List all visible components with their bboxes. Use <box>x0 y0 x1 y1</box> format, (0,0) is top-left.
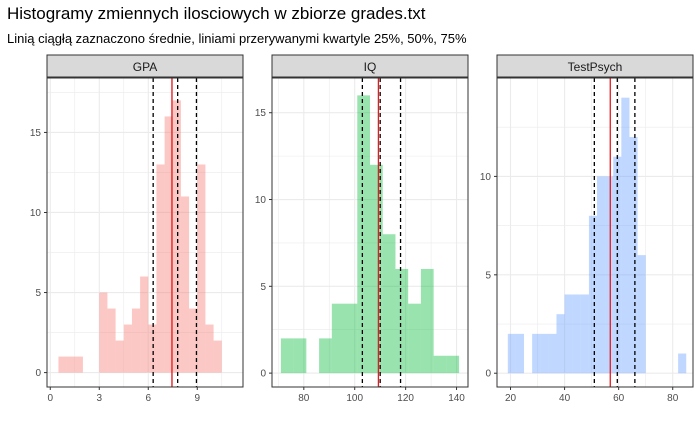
panel-background <box>497 78 693 387</box>
histogram-bar <box>172 100 181 373</box>
chart-title: Histogramy zmiennych ilosciowych w zbior… <box>7 4 426 23</box>
histogram-bar <box>357 95 370 374</box>
chart-subtitle: Linią ciągłą zaznaczono średnie, liniami… <box>7 31 467 46</box>
histogram-bar <box>637 255 646 374</box>
x-tick-label: 9 <box>194 393 200 404</box>
panel-border <box>271 77 469 388</box>
histogram-bar <box>564 294 573 374</box>
y-tick-label: 10 <box>30 208 42 219</box>
histogram-bar <box>532 333 541 374</box>
panel-border <box>496 77 694 388</box>
y-tick-label: 10 <box>255 195 267 206</box>
x-tick-label: 0 <box>47 393 53 404</box>
histogram-bar <box>205 324 214 373</box>
histogram-bar <box>140 276 149 373</box>
panel-strip <box>271 54 469 78</box>
histogram-bar <box>370 164 383 374</box>
x-tick-label: 40 <box>559 393 571 404</box>
histogram-bar <box>319 338 332 374</box>
y-tick-label: 0 <box>35 368 41 379</box>
histogram-bar <box>156 164 165 373</box>
x-tick-label: 140 <box>448 393 465 404</box>
y-tick-label: 5 <box>35 288 41 299</box>
histogram-bar <box>123 324 132 373</box>
histogram-bar <box>597 176 606 374</box>
histogram-bar <box>605 176 614 374</box>
histogram-bar <box>420 268 434 374</box>
panel-background <box>272 78 468 387</box>
x-tick-label: 120 <box>397 393 414 404</box>
histogram-bar <box>540 333 549 374</box>
histogram-bar <box>331 303 345 374</box>
histogram-bar <box>548 333 557 374</box>
histogram-bar <box>613 156 622 374</box>
panel-strip-label: TestPsych <box>568 60 623 74</box>
histogram-bar <box>621 97 630 374</box>
panel-border <box>46 77 244 388</box>
x-tick-label: 100 <box>346 393 363 404</box>
histogram-bar <box>131 308 141 373</box>
x-tick-label: 3 <box>96 393 102 404</box>
x-tick-label: 60 <box>613 393 625 404</box>
histogram-bar <box>629 137 638 374</box>
panel-background <box>47 78 243 387</box>
histogram-bar <box>293 338 307 374</box>
y-tick-label: 15 <box>255 108 267 119</box>
histogram-bar <box>189 308 198 373</box>
histogram-bar <box>572 294 581 374</box>
histogram-bar <box>433 355 447 374</box>
histogram-bar <box>507 333 516 374</box>
histogram-bar <box>74 356 83 373</box>
panel-strip <box>46 54 244 78</box>
histogram-bar <box>99 292 108 373</box>
histogram-bar <box>515 333 525 374</box>
histogram-bar <box>180 196 190 373</box>
histogram-bar <box>395 268 409 374</box>
y-tick-label: 0 <box>485 369 491 380</box>
y-tick-label: 5 <box>260 282 266 293</box>
histogram-bar <box>408 303 421 374</box>
panel-strip-label: IQ <box>364 60 377 74</box>
x-tick-label: 80 <box>298 393 310 404</box>
panel-strip <box>496 54 694 78</box>
y-tick-label: 0 <box>260 369 266 380</box>
histogram-bar <box>588 215 598 374</box>
x-tick-label: 20 <box>505 393 517 404</box>
histogram-bar <box>280 338 294 374</box>
histogram-bar <box>115 340 124 373</box>
y-tick-label: 10 <box>480 172 492 183</box>
x-tick-label: 80 <box>667 393 679 404</box>
histogram-bar <box>446 355 460 374</box>
x-tick-label: 6 <box>145 393 151 404</box>
histogram-bar <box>344 303 358 374</box>
y-tick-label: 15 <box>30 128 42 139</box>
histogram-bar <box>382 234 396 374</box>
histogram-bar <box>164 116 173 373</box>
panel-strip-label: GPA <box>133 60 157 74</box>
histogram-bar <box>197 164 206 373</box>
histogram-bar <box>58 356 67 373</box>
histogram-bar <box>66 356 75 373</box>
histogram-bar <box>678 353 687 374</box>
histogram-bar <box>107 308 116 373</box>
y-tick-label: 5 <box>485 270 491 281</box>
histogram-bar <box>213 340 222 373</box>
histogram-bar <box>556 314 565 374</box>
histogram-bar <box>580 294 589 374</box>
histogram-bar <box>148 324 157 373</box>
